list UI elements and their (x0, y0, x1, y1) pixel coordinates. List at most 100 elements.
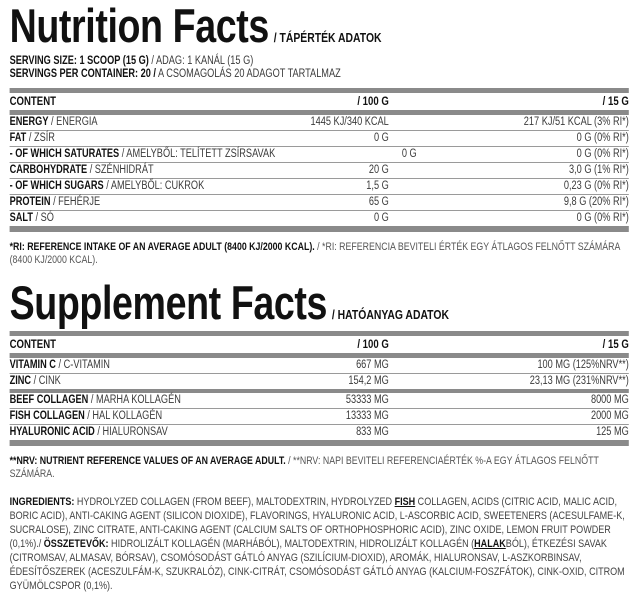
serving-size: SERVING SIZE: 1 SCOOP (15 G) / ADAG: 1 K… (10, 55, 629, 68)
supplement-title: Supplement Facts (9, 276, 328, 329)
table-row: ENERGY / ENERGIA 1445 KJ/340 KCAL 217 KJ/5… (9, 115, 629, 131)
table-row: BEEF COLLAGEN / MARHA KOLLAGÉN 53333 MG 80… (9, 393, 629, 409)
ingredients: INGREDIENTS: HYDROLYZED COLLAGEN (FROM B… (10, 495, 629, 593)
nutrient-name-hu: / HAL KOLLAGÉN (87, 410, 163, 422)
nutrient-name-en: ZINC (9, 375, 32, 387)
nutrient-name: - OF WHICH SATURATES / AMELYBŐL: TELÍTET… (10, 147, 276, 162)
value-per100: 667 MG (356, 359, 389, 371)
nutrient-name-en: SALT (9, 212, 33, 224)
value-per15: 2000 MG (590, 410, 629, 422)
nutrient-name-en: PROTEIN (9, 196, 51, 208)
nutrient-name-hu: / C-VITAMIN (58, 359, 110, 371)
nutrient-name-hu: / MARHA KOLLAGÉN (90, 394, 181, 406)
table-row: - OF WHICH SUGARS / AMELYBŐL: CUKROK 1,5 … (9, 179, 629, 195)
divider (9, 110, 629, 115)
nutrient-name: ENERGY / ENERGIA (10, 115, 229, 130)
allergen-fish-hu: HALAK (474, 538, 506, 550)
serving-size-hu: / ADAG: 1 KANÁL (15 G) (151, 55, 254, 67)
value-per100: 0 G (401, 148, 417, 160)
header-per15: / 15 G (602, 337, 629, 351)
ri-footnote: *RI: REFERENCE INTAKE OF AN AVERAGE ADUL… (10, 241, 629, 267)
header-content: CONTENT (9, 94, 57, 108)
nutrient-name-en: FAT (9, 132, 27, 144)
nrv-footnote-en: **NRV: NUTRIENT REFERENCE VALUES OF AN A… (9, 455, 286, 467)
nutrient-name: HYALURONIC ACID / HIALURONSAV (10, 425, 229, 440)
nutrition-title: Nutrition Facts (9, 0, 270, 52)
nutrient-name-en: VITAMIN C (9, 359, 56, 371)
nutrient-name: FAT / ZSÍR (10, 131, 229, 146)
nrv-footnote: **NRV: NUTRIENT REFERENCE VALUES OF AN A… (10, 455, 629, 481)
divider (9, 88, 629, 93)
value-per15: 0,23 G (0% RI*) (563, 180, 629, 192)
value-per100: 20 G (368, 164, 389, 176)
servings-hu: A CSOMAGOLÁS 20 ADAGOT TARTALMAZ (158, 68, 341, 80)
table-row: FAT / ZSÍR 0 G 0 G (0% RI*) (9, 131, 629, 147)
header-per15: / 15 G (602, 94, 629, 108)
nutrition-subtitle: / TÁPÉRTÉK ADATOK (273, 30, 382, 45)
nutrient-name: ZINC / CINK (10, 374, 229, 389)
nutrient-name: SALT / SÓ (10, 211, 229, 226)
supplement-table-actives: BEEF COLLAGEN / MARHA KOLLAGÉN 53333 MG 80… (9, 393, 629, 440)
value-per100: 833 MG (356, 426, 389, 438)
ri-footnote-hu: / *RI: REFERENCIA BEVITELI ÉRTÉK EGY ÁTL… (9, 241, 620, 266)
value-per15: 217 KJ/51 KCAL (3% RI*) (523, 116, 629, 128)
nutrient-name-hu: / HIALURONSAV (97, 426, 168, 438)
table-row: CARBOHYDRATE / SZÉNHIDRÁT 20 G 3,0 G (1% R… (9, 163, 629, 179)
nutrition-header: Nutrition Facts / TÁPÉRTÉK ADATOK (9, 0, 629, 52)
supplement-table-vitamins: VITAMIN C / C-VITAMIN 667 MG 100 MG (125%N… (9, 358, 629, 389)
header-content: CONTENT (9, 337, 57, 351)
nutrient-name-en: CARBOHYDRATE (9, 164, 88, 176)
ri-footnote-en: *RI: REFERENCE INTAKE OF AN AVERAGE ADUL… (9, 241, 315, 253)
table-row: FISH COLLAGEN / HAL KOLLAGÉN 13333 MG 2000… (9, 409, 629, 425)
divider (9, 440, 629, 446)
allergen-fish: FISH (394, 496, 416, 508)
divider (9, 353, 629, 358)
table-row: ZINC / CINK 154,2 MG 23,13 MG (231%NRV**) (10, 374, 629, 389)
nutrient-name-hu: / SZÉNHIDRÁT (89, 164, 154, 176)
ingredients-text: COLLAGEN, ACIDS (CITRIC ACID, MALIC ACID… (9, 496, 625, 550)
nutrient-name: CARBOHYDRATE / SZÉNHIDRÁT (10, 163, 229, 178)
ingredients-text-hu: HIDROLIZÁLT KOLLAGÉN (MARHÁBÓL), MALTODE… (108, 538, 475, 550)
value-per15: 0 G (0% RI*) (576, 148, 629, 160)
value-per100: 53333 MG (345, 394, 389, 406)
value-per15: 0 G (0% RI*) (576, 132, 629, 144)
value-per15: 125 MG (596, 426, 629, 438)
nutrient-name: FISH COLLAGEN / HAL KOLLAGÉN (10, 409, 229, 424)
table-row: PROTEIN / FEHÉRJE 65 G 9,8 G (20% RI*) (9, 195, 629, 211)
nutrient-name-en: ENERGY (9, 116, 49, 128)
header-per100: / 100 G (357, 337, 389, 351)
table-row: HYALURONIC ACID / HIALURONSAV 833 MG 125 M… (10, 425, 629, 440)
ingredients-label: INGREDIENTS: (9, 496, 75, 508)
value-per100: 0 G (373, 212, 389, 224)
ingredients-text: HYDROLYZED COLLAGEN (FROM BEEF), MALTODE… (74, 496, 395, 508)
nutrient-name-hu: / FEHÉRJE (53, 196, 101, 208)
nutrient-name-hu: / ZSÍR (28, 132, 55, 144)
value-per15: 0 G (0% RI*) (576, 212, 629, 224)
nutrient-name-hu: / AMELYBŐL: TELÍTETT ZSÍRSAVAK (121, 148, 276, 160)
nutrient-name-en: - OF WHICH SUGARS (9, 180, 104, 192)
value-per15: 8000 MG (590, 394, 629, 406)
ingredients-label-hu: ÖSSZETEVŐK: (43, 538, 109, 550)
nutrient-name-en: BEEF COLLAGEN (9, 394, 89, 406)
nutrient-name: BEEF COLLAGEN / MARHA KOLLAGÉN (10, 393, 229, 408)
servings-label: SERVINGS PER CONTAINER: 20 / (9, 68, 156, 80)
nutrition-table: ENERGY / ENERGIA 1445 KJ/340 KCAL 217 KJ/5… (9, 115, 629, 226)
nutrient-name-en: - OF WHICH SATURATES (9, 148, 120, 160)
nutrient-name-hu: / SÓ (35, 212, 54, 224)
value-per100: 13333 MG (345, 410, 389, 422)
nutrient-name-en: FISH COLLAGEN (9, 410, 85, 422)
nutrient-name: PROTEIN / FEHÉRJE (10, 195, 229, 210)
table-row: SALT / SÓ 0 G 0 G (0% RI*) (10, 211, 629, 226)
value-per15: 23,13 MG (231%NRV**) (529, 375, 629, 387)
value-per100: 154,2 MG (348, 375, 389, 387)
value-per15: 100 MG (125%NRV**) (537, 359, 629, 371)
header-per100: / 100 G (357, 94, 389, 108)
nutrient-name-hu: / ENERGIA (51, 116, 98, 128)
value-per100: 0 G (373, 132, 389, 144)
nutrient-name: VITAMIN C / C-VITAMIN (10, 358, 229, 373)
servings-per-container: SERVINGS PER CONTAINER: 20 / A CSOMAGOLÁ… (10, 68, 629, 81)
value-per15: 9,8 G (20% RI*) (563, 196, 629, 208)
divider (9, 226, 629, 232)
nutrient-name: - OF WHICH SUGARS / AMELYBŐL: CUKROK (10, 179, 229, 194)
supplement-header: Supplement Facts / HATÓANYAG ADATOK (9, 276, 629, 329)
